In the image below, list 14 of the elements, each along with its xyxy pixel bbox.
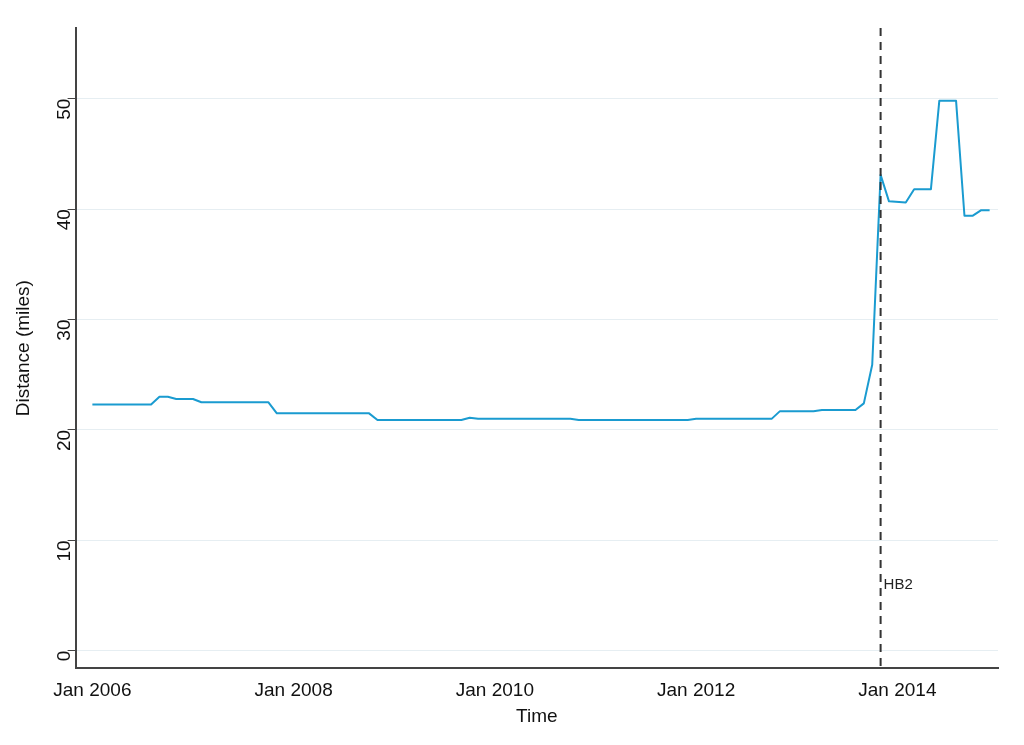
- y-tick-label: 30: [52, 319, 74, 341]
- y-tick-label: 20: [52, 429, 74, 452]
- x-axis-title: Time: [516, 704, 558, 726]
- x-tick-label: Jan 2006: [53, 679, 132, 701]
- y-axis-title: Distance (miles): [11, 280, 33, 417]
- x-tick-label: Jan 2010: [455, 679, 534, 701]
- ref-line-label: HB2: [883, 574, 913, 592]
- y-tick-label: 40: [52, 209, 74, 231]
- y-tick-label: 10: [52, 540, 74, 562]
- y-tick-label: 50: [52, 98, 74, 120]
- x-tick-label: Jan 2012: [657, 679, 736, 701]
- y-tick-label: 0: [52, 650, 74, 662]
- x-tick-label: Jan 2008: [254, 679, 333, 701]
- x-tick-label: Jan 2014: [858, 679, 937, 701]
